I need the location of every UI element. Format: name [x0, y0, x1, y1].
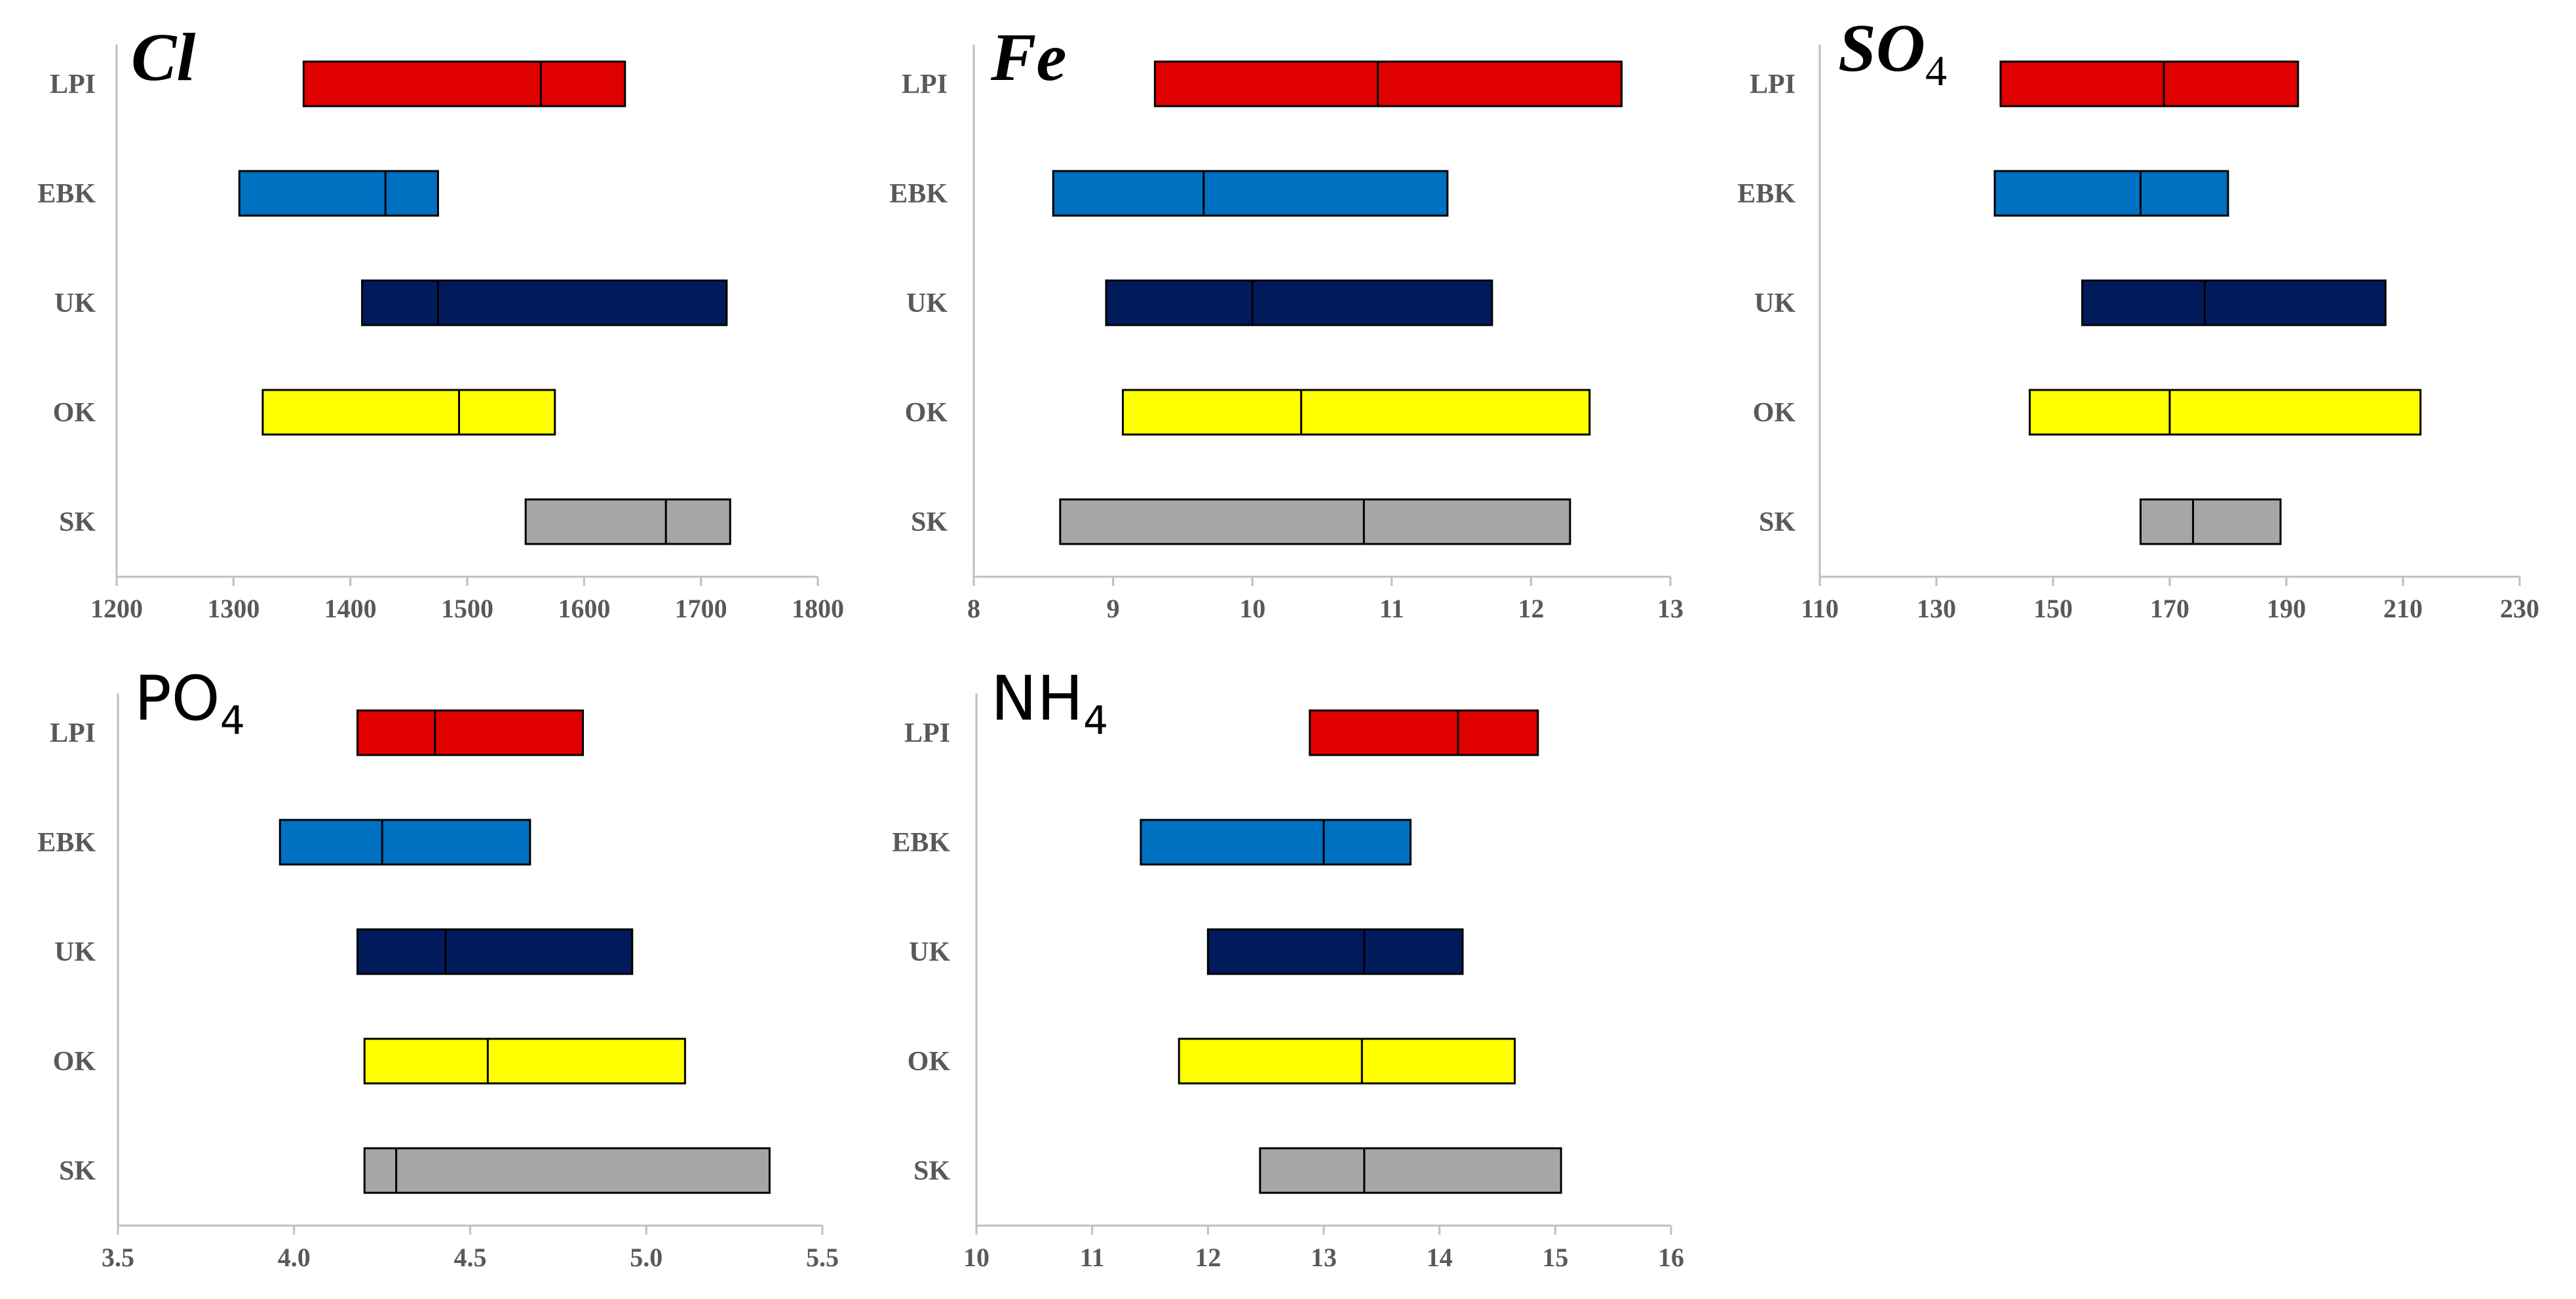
- chart-panel-4: 3.5 4.0 4.5 5.0 5.5 LPI EBK UK OK SK PO4: [37, 663, 839, 1272]
- range-bar-ebk: [1993, 170, 2229, 217]
- category-label: EBK: [892, 828, 950, 858]
- range-bar-uk: [1206, 928, 1464, 975]
- x-tick-label: 130: [1917, 594, 1956, 623]
- chart-title: PO4: [134, 663, 245, 744]
- range-bar-uk: [1105, 279, 1493, 326]
- x-tick-label: 11: [1080, 1243, 1105, 1272]
- range-bar-sk: [1259, 1147, 1562, 1194]
- range-bar-lpi: [302, 60, 626, 107]
- category-label: OK: [53, 1047, 96, 1077]
- category-label: OK: [908, 1047, 951, 1077]
- x-tick-label: 3.5: [102, 1243, 134, 1272]
- category-label: LPI: [50, 69, 96, 100]
- x-tick-label: 5.0: [630, 1243, 663, 1272]
- category-label: OK: [1753, 398, 1796, 428]
- category-label: SK: [913, 1156, 950, 1186]
- x-tick-label: 1800: [792, 594, 844, 623]
- range-bar-ok: [1121, 389, 1591, 436]
- chart-title: Cl: [131, 20, 195, 95]
- range-bar-sk: [363, 1147, 771, 1194]
- x-tick-label: 1700: [675, 594, 727, 623]
- x-tick-label: 10: [963, 1243, 990, 1272]
- x-tick-label: 13: [1657, 594, 1683, 623]
- range-bar-ok: [363, 1037, 686, 1085]
- x-tick-label: 15: [1542, 1243, 1568, 1272]
- category-label: UK: [909, 937, 950, 967]
- x-tick-label: 1300: [207, 594, 260, 623]
- range-bar-ebk: [1140, 819, 1412, 866]
- range-bar-uk: [2081, 279, 2387, 326]
- category-label: SK: [59, 507, 96, 537]
- category-label: LPI: [904, 718, 950, 748]
- x-tick-label: 230: [2500, 594, 2539, 623]
- range-bar-ok: [261, 389, 556, 436]
- category-label: LPI: [1750, 69, 1796, 100]
- x-tick-label: 110: [1801, 594, 1839, 623]
- range-bar-lpi: [1309, 709, 1539, 756]
- x-tick-label: 190: [2267, 594, 2306, 623]
- x-tick-label: 210: [2383, 594, 2423, 623]
- x-tick-label: 1200: [90, 594, 143, 623]
- x-tick-label: 13: [1311, 1243, 1337, 1272]
- range-bar-ok: [2028, 389, 2422, 436]
- range-bar-sk: [2140, 498, 2282, 545]
- range-bar-ebk: [238, 170, 439, 217]
- chart-panel-3: 110 130 150 170 190 210 230 LPI EBK UK OK SK SO4: [1737, 10, 2539, 623]
- range-bar-sk: [1059, 498, 1571, 545]
- x-tick-label: 10: [1239, 594, 1265, 623]
- category-label: SK: [1759, 507, 1796, 537]
- category-label: EBK: [1737, 179, 1796, 209]
- x-tick-label: 1400: [324, 594, 377, 623]
- chart-title: Fe: [990, 20, 1067, 95]
- range-bar-uk: [361, 279, 728, 326]
- range-bar-ebk: [1052, 170, 1449, 217]
- chart-panel-1: 1200 1300 1400 1500 1600 1700 1800 LPI EBK UK OK SK…: [37, 20, 844, 623]
- x-tick-label: 4.5: [454, 1243, 487, 1272]
- x-tick-label: 5.5: [806, 1243, 839, 1272]
- x-tick-label: 14: [1427, 1243, 1453, 1272]
- range-bar-ok: [1178, 1037, 1516, 1085]
- range-bar-lpi: [356, 709, 584, 756]
- chart-panel-5: 10 11 12 13 14 15 16 LPI EBK UK OK SK NH4: [892, 663, 1684, 1272]
- x-tick-label: 9: [1107, 594, 1120, 623]
- category-label: EBK: [889, 179, 948, 209]
- range-bar-lpi: [1999, 60, 2299, 107]
- category-label: SK: [59, 1156, 96, 1186]
- category-label: OK: [905, 398, 948, 428]
- category-label: UK: [54, 288, 96, 319]
- x-tick-label: 150: [2033, 594, 2073, 623]
- range-bar-sk: [524, 498, 731, 545]
- chart-title: NH4: [991, 663, 1108, 744]
- category-label: SK: [911, 507, 948, 537]
- category-label: LPI: [50, 718, 96, 748]
- x-tick-label: 1600: [558, 594, 610, 623]
- category-label: UK: [54, 937, 96, 967]
- range-bar-lpi: [1153, 60, 1623, 107]
- range-bar-ebk: [279, 819, 531, 866]
- category-label: EBK: [37, 828, 96, 858]
- x-tick-label: 11: [1379, 594, 1404, 623]
- category-label: OK: [53, 398, 96, 428]
- category-label: UK: [906, 288, 948, 319]
- category-label: EBK: [37, 179, 96, 209]
- chart-title: SO4: [1838, 10, 1947, 95]
- x-tick-label: 12: [1518, 594, 1544, 623]
- x-tick-label: 4.0: [278, 1243, 311, 1272]
- category-label: UK: [1754, 288, 1796, 319]
- x-tick-label: 170: [2150, 594, 2189, 623]
- x-tick-label: 8: [967, 594, 980, 623]
- x-tick-label: 16: [1658, 1243, 1684, 1272]
- x-tick-label: 12: [1195, 1243, 1221, 1272]
- chart-panel-2: 8 9 10 11 12 13 LPI EBK UK OK SK Fe: [889, 20, 1683, 623]
- category-label: LPI: [902, 69, 948, 100]
- range-bar-uk: [356, 928, 634, 975]
- x-tick-label: 1500: [441, 594, 493, 623]
